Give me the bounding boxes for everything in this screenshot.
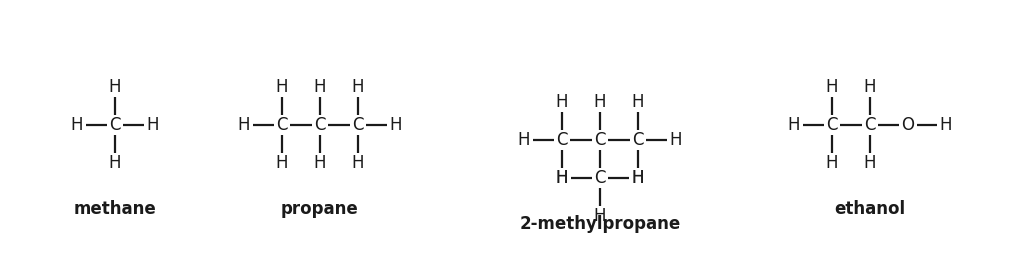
Text: H: H xyxy=(275,78,288,96)
Text: H: H xyxy=(313,78,327,96)
Text: H: H xyxy=(352,154,365,172)
Text: H: H xyxy=(670,131,682,149)
Text: H: H xyxy=(556,93,568,111)
Text: methane: methane xyxy=(74,199,157,218)
Text: H: H xyxy=(109,154,121,172)
Text: C: C xyxy=(594,169,606,187)
Text: H: H xyxy=(556,169,568,187)
Text: C: C xyxy=(314,116,326,134)
Text: H: H xyxy=(390,116,402,134)
Text: propane: propane xyxy=(282,199,358,218)
Text: C: C xyxy=(864,116,876,134)
Text: H: H xyxy=(275,154,288,172)
Text: H: H xyxy=(632,93,644,111)
Text: H: H xyxy=(632,169,644,187)
Text: C: C xyxy=(594,131,606,149)
Text: H: H xyxy=(313,154,327,172)
Text: H: H xyxy=(109,78,121,96)
Text: ethanol: ethanol xyxy=(835,199,905,218)
Text: H: H xyxy=(632,169,644,187)
Text: H: H xyxy=(594,93,606,111)
Text: H: H xyxy=(594,207,606,225)
Text: H: H xyxy=(146,116,160,134)
Text: H: H xyxy=(518,131,530,149)
Text: C: C xyxy=(632,131,644,149)
Text: H: H xyxy=(556,169,568,187)
Text: H: H xyxy=(787,116,800,134)
Text: O: O xyxy=(901,116,914,134)
Text: H: H xyxy=(864,154,877,172)
Text: H: H xyxy=(825,154,839,172)
Text: H: H xyxy=(940,116,952,134)
Text: H: H xyxy=(864,78,877,96)
Text: C: C xyxy=(352,116,364,134)
Text: H: H xyxy=(825,78,839,96)
Text: 2-methylpropane: 2-methylpropane xyxy=(519,215,681,233)
Text: C: C xyxy=(826,116,838,134)
Text: H: H xyxy=(71,116,83,134)
Text: C: C xyxy=(110,116,121,134)
Text: C: C xyxy=(276,116,288,134)
Text: C: C xyxy=(556,131,567,149)
Text: H: H xyxy=(352,78,365,96)
Text: H: H xyxy=(238,116,250,134)
